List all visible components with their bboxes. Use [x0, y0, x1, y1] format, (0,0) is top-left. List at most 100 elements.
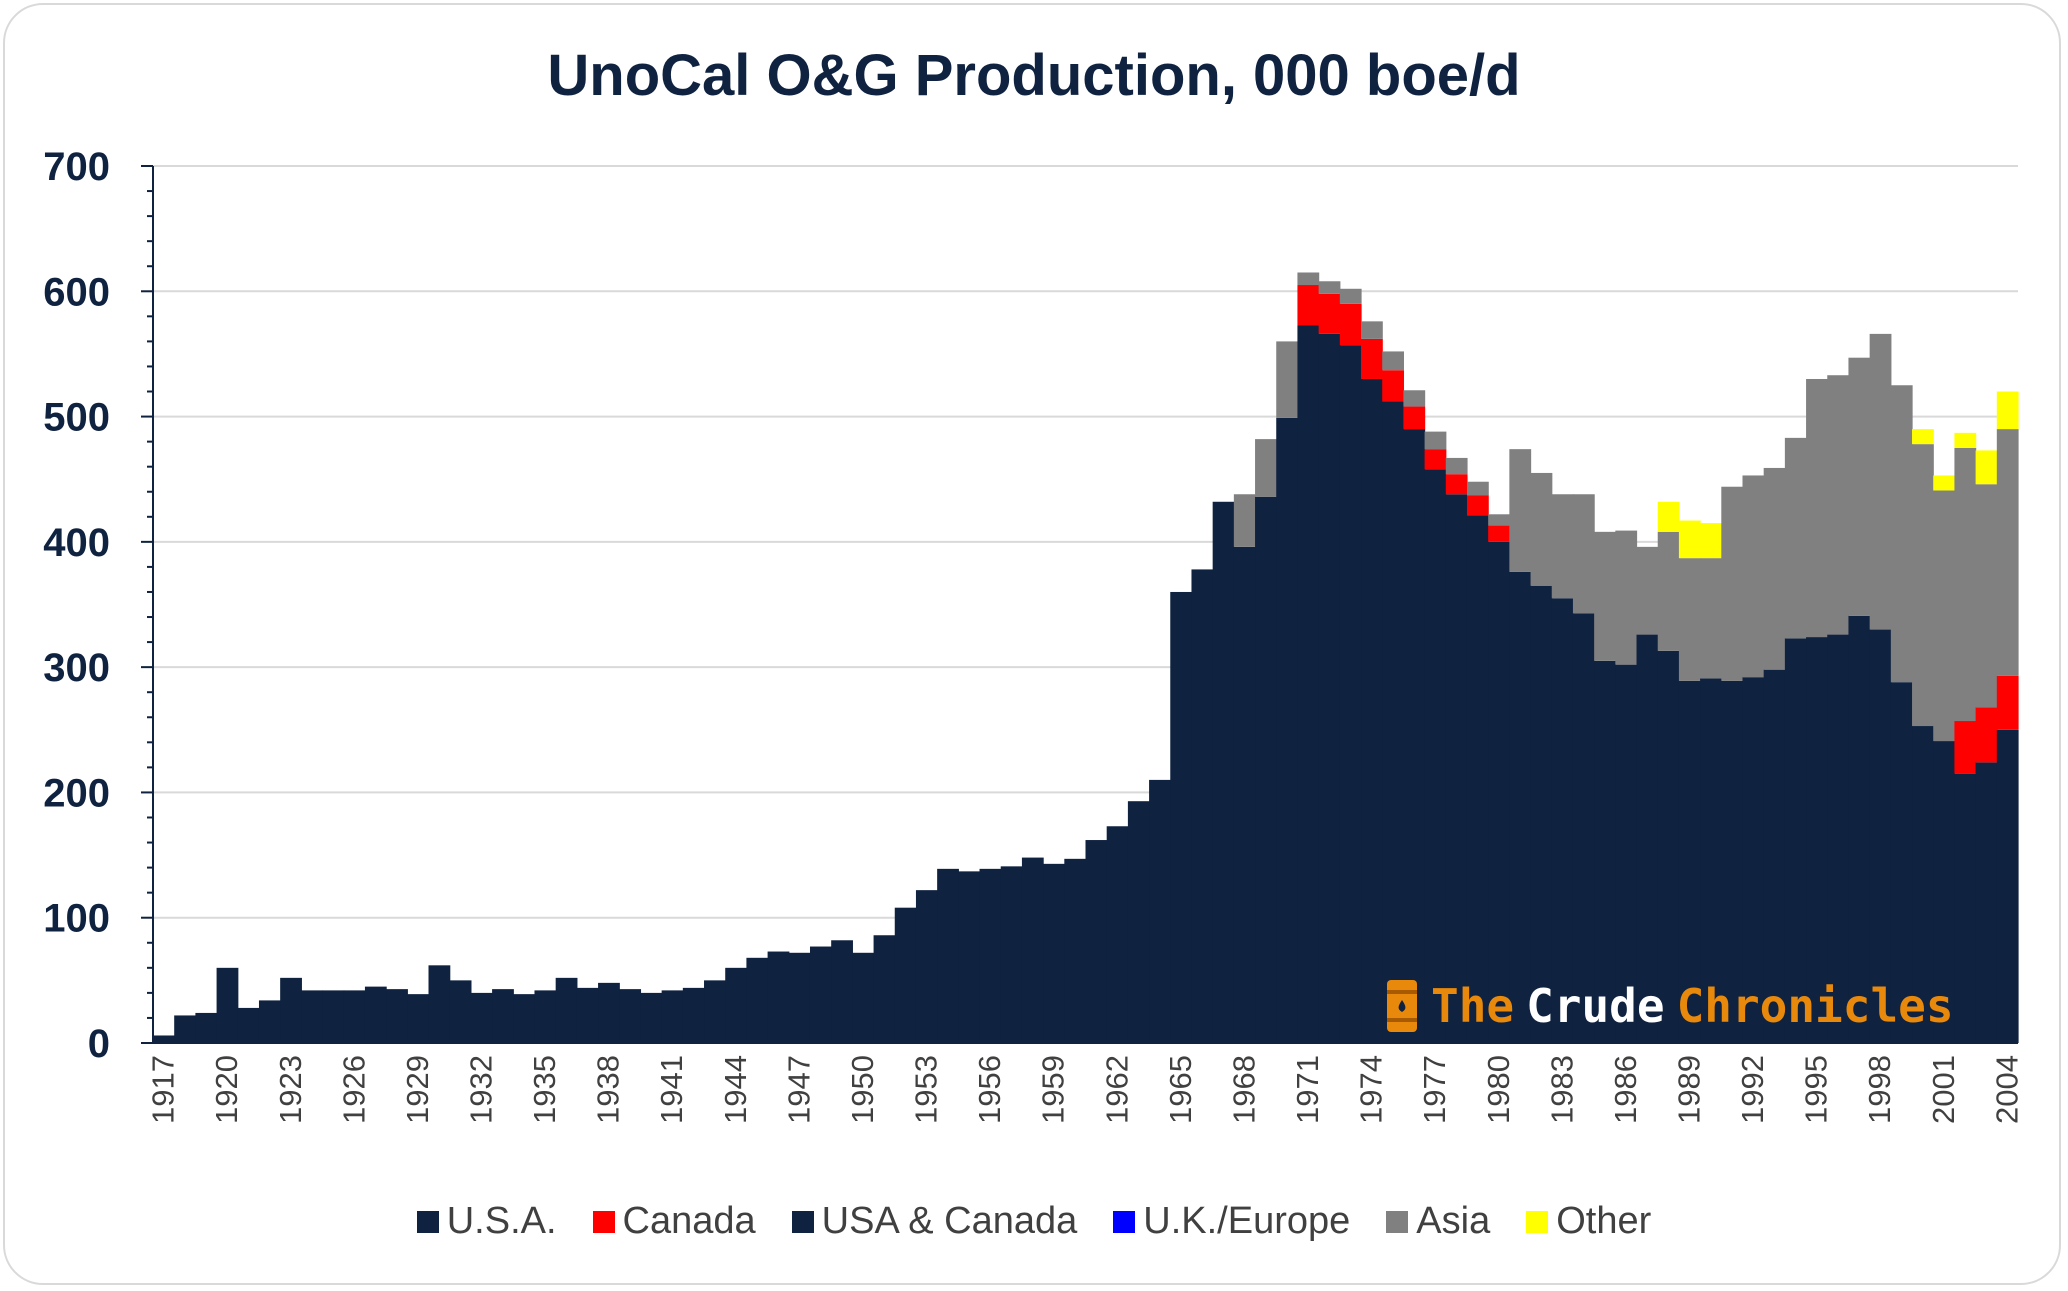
bar-usa-1943 [704, 980, 726, 1043]
bar-usa-1935 [534, 990, 557, 1043]
bar-usa-1983 [1551, 598, 1574, 1043]
bar-usa-1964 [1149, 779, 1171, 1043]
bar-usa-1956 [979, 868, 1002, 1043]
bar-usa-1949 [831, 940, 853, 1043]
bar-usa-1934 [513, 994, 536, 1043]
bar-asia-1971 [1297, 272, 1320, 286]
bar-usa-1942 [682, 987, 705, 1043]
bar-usa-1953 [915, 890, 938, 1043]
axes [141, 165, 2018, 1044]
y-tick-label: 0 [88, 1022, 110, 1066]
x-tick-label: 1917 [146, 1055, 181, 1124]
bar-canada-1980 [1488, 525, 1510, 542]
x-tick-label: 1977 [1417, 1055, 1452, 1124]
x-tick-label: 1950 [845, 1055, 880, 1124]
bar-other-2001 [1933, 475, 1956, 491]
bar-asia-1997 [1848, 357, 1871, 616]
bar-usa-2002 [1954, 773, 1977, 1043]
bar-usa-1920 [216, 967, 239, 1043]
bar-canada-1975 [1382, 370, 1404, 402]
bar-asia-1985 [1594, 531, 1616, 661]
x-tick-label: 1944 [718, 1055, 753, 1124]
bar-usa-1977 [1424, 469, 1447, 1043]
bar-usa-1919 [195, 1012, 218, 1043]
bar-usa-1929 [407, 994, 430, 1043]
x-tick-label: 1986 [1608, 1055, 1643, 1124]
bar-asia-1995 [1806, 378, 1828, 638]
bar-canada-1976 [1403, 406, 1426, 430]
bar-usa-1930 [428, 965, 451, 1043]
bar-asia-2004 [1996, 429, 2019, 676]
bar-usa-1973 [1339, 345, 1362, 1043]
bar-asia-1974 [1361, 321, 1383, 339]
bar-asia-1992 [1742, 475, 1765, 678]
bar-usa-1932 [470, 992, 493, 1043]
bar-usa-1954 [937, 868, 959, 1043]
x-tick-label: 1935 [527, 1055, 562, 1124]
brand-watermark: The Crude Chronicles [1385, 978, 1954, 1034]
x-tick-label: 1965 [1163, 1055, 1198, 1124]
bar-usa-1968 [1233, 546, 1256, 1043]
bar-asia-1969 [1255, 439, 1277, 497]
bar-usa-1996 [1827, 634, 1850, 1043]
x-tick-label: 1995 [1799, 1055, 1834, 1124]
x-tick-label: 1926 [336, 1055, 371, 1124]
y-tick-label: 200 [43, 771, 110, 815]
bar-usa-1922 [258, 1000, 281, 1043]
legend-label-uk-europe: U.K./Europe [1143, 1200, 1351, 1242]
legend-label-asia: Asia [1416, 1200, 1491, 1242]
bar-usa-1972 [1318, 333, 1341, 1043]
bar-canada-1979 [1466, 495, 1489, 516]
chart-legend: U.S.A. Canada USA & Canada U.K./Europe A… [0, 1200, 2068, 1243]
bar-other-1990 [1700, 523, 1722, 559]
bar-asia-1991 [1721, 486, 1744, 681]
legend-item-uk-europe: U.K./Europe [1113, 1200, 1350, 1243]
bar-asia-1983 [1551, 494, 1574, 599]
brand-word-the: The [1431, 979, 1515, 1033]
x-tick-label: 1959 [1036, 1055, 1071, 1124]
y-tick-label: 500 [43, 396, 110, 440]
bar-usa-1995 [1806, 637, 1828, 1043]
bar-usa-1961 [1085, 840, 1108, 1043]
bar-usa-1937 [576, 987, 599, 1043]
legend-swatch-uk-europe [1113, 1210, 1136, 1233]
bar-other-2003 [1975, 450, 1998, 485]
oil-barrel-icon [1387, 980, 1417, 1032]
x-tick-label: 1983 [1544, 1055, 1579, 1124]
bar-usa-1925 [322, 990, 345, 1043]
bar-asia-1978 [1445, 457, 1468, 475]
bar-asia-2003 [1975, 484, 1998, 708]
x-tick-label: 1980 [1481, 1055, 1516, 1124]
bar-usa-1955 [958, 871, 981, 1043]
y-tick-labels: 0 100 200 300 400 500 600 700 [43, 145, 110, 1066]
bar-usa-1936 [555, 977, 578, 1043]
legend-item-canada: Canada [592, 1200, 756, 1243]
x-tick-label: 1932 [464, 1055, 499, 1124]
bar-usa-1999 [1890, 682, 1913, 1043]
bar-usa-1982 [1530, 585, 1553, 1043]
bar-stacks [153, 272, 2019, 1044]
x-tick-label: 1968 [1226, 1055, 1261, 1124]
bar-asia-1979 [1466, 481, 1489, 496]
bar-canada-1974 [1361, 338, 1383, 379]
bar-usa-2003 [1975, 762, 1998, 1043]
bar-asia-1970 [1276, 341, 1299, 418]
bar-other-1988 [1657, 501, 1680, 532]
bar-usa-1927 [364, 986, 387, 1043]
bar-usa-1967 [1212, 501, 1235, 1043]
bar-usa-1918 [174, 1015, 196, 1043]
legend-swatch-usa [416, 1210, 439, 1233]
bar-asia-1990 [1700, 558, 1722, 679]
bar-usa-1950 [852, 952, 875, 1043]
bar-usa-1951 [873, 935, 896, 1043]
bar-usa-1957 [1000, 866, 1023, 1043]
bar-asia-1973 [1339, 288, 1362, 304]
bar-usa-1974 [1361, 378, 1383, 1043]
x-tick-label: 1938 [591, 1055, 626, 1124]
bar-usa-1928 [386, 989, 408, 1043]
bar-canada-1972 [1318, 293, 1341, 334]
bar-usa-1994 [1784, 638, 1807, 1043]
x-tick-label: 1974 [1354, 1055, 1389, 1124]
bar-usa-1984 [1572, 613, 1595, 1043]
bar-asia-1980 [1488, 514, 1510, 526]
